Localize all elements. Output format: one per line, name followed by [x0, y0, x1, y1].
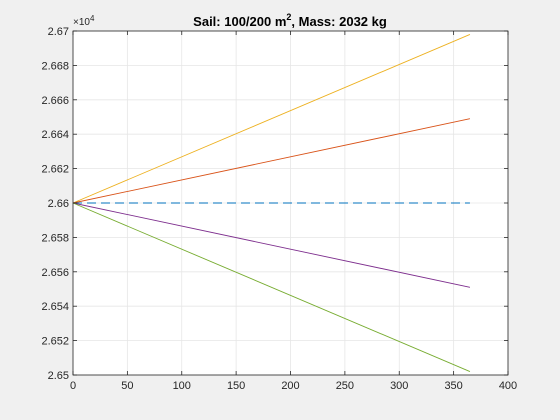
- series-line-1: [72, 34, 471, 204]
- x-tick-label: 400: [499, 380, 517, 392]
- series-layer: [72, 34, 471, 372]
- y-tick-label: 2.666: [41, 95, 69, 107]
- y-tick-label: 2.65: [48, 370, 69, 382]
- chart-title-sup: 2: [286, 12, 291, 22]
- y-tick-label: 2.67: [48, 26, 69, 38]
- y-tick-label: 2.652: [41, 336, 69, 348]
- chart-title: Sail: 100/200 m2, Mass: 2032 kg: [193, 12, 387, 29]
- x-tick-label: 350: [444, 380, 462, 392]
- y-tick-label: 2.658: [41, 232, 69, 244]
- x-axis-ticks: 0 50 100 150 200 250 300 350 400: [70, 31, 517, 392]
- x-tick-label: 100: [173, 380, 191, 392]
- chart-title-post: , Mass: 2032 kg: [291, 14, 386, 29]
- y-tick-label: 2.668: [41, 60, 69, 72]
- y-exponent-label: ×104: [73, 14, 95, 28]
- y-tick-label: 2.654: [41, 301, 69, 313]
- x-tick-label: 150: [227, 380, 245, 392]
- x-tick-label: 300: [390, 380, 408, 392]
- y-tick-label: 2.66: [48, 198, 69, 210]
- y-exponent-power: 4: [90, 14, 95, 23]
- x-tick-label: 250: [336, 380, 354, 392]
- chart-title-pre: Sail: 100/200 m: [193, 14, 286, 29]
- y-axis-ticks: 2.65 2.652 2.654 2.656 2.658 2.66 2.662 2.664 2.…: [41, 26, 508, 382]
- y-tick-label: 2.664: [41, 129, 69, 141]
- series-line-4: [72, 202, 471, 288]
- x-tick-label: 50: [121, 380, 133, 392]
- y-exponent-base: ×10: [73, 17, 90, 28]
- series-line-5: [72, 202, 471, 372]
- series-line-2: [72, 118, 471, 204]
- x-tick-label: 0: [70, 380, 76, 392]
- y-tick-label: 2.662: [41, 164, 69, 176]
- x-tick-label: 200: [281, 380, 299, 392]
- y-tick-label: 2.656: [41, 267, 69, 279]
